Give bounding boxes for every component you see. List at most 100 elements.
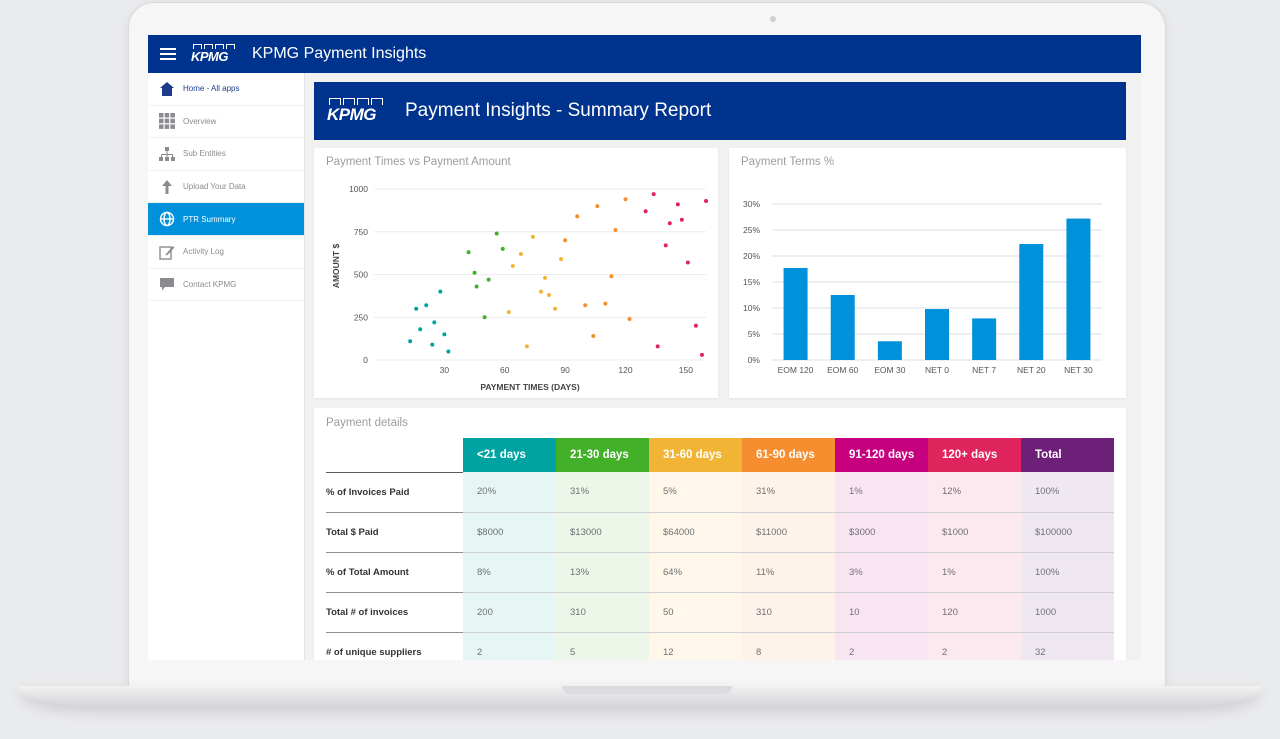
sidebar: Home - All apps Overview Sub Entities Up… [148, 73, 305, 660]
table-cell: 2 [463, 632, 556, 660]
row-label: % of Total Amount [326, 552, 463, 593]
table-cell: $3000 [835, 512, 928, 553]
y-tick-label: 0% [748, 355, 761, 365]
x-tick-label: 30 [440, 365, 450, 375]
table-cell: 8 [742, 632, 835, 660]
scatter-point [424, 303, 429, 308]
scatter-point [609, 274, 614, 279]
scatter-point [506, 310, 511, 315]
sidebar-item-upload[interactable]: Upload Your Data [148, 171, 304, 204]
sidebar-item-label: Sub Entities [183, 149, 226, 159]
scatter-point [679, 217, 684, 222]
globe-icon [158, 211, 175, 228]
bar [783, 267, 808, 360]
table-cell: 2 [928, 632, 1021, 660]
scatter-point [583, 303, 588, 308]
scatter-point [518, 251, 523, 256]
y-tick-label: 5% [748, 329, 761, 339]
scatter-point [524, 344, 529, 349]
table-cell: 31% [742, 472, 835, 513]
sidebar-item-ptr-summary[interactable]: PTR Summary [148, 203, 304, 236]
kpmg-logo: KPMG [191, 44, 237, 64]
scatter-point [543, 275, 547, 280]
scatter-point [693, 323, 698, 328]
scatter-chart-card: Payment Times vs Payment Amount 0 250 500 7… [314, 148, 718, 398]
column-header: 31-60 days [649, 438, 742, 472]
upload-arrow-icon [158, 178, 175, 195]
table-row: # of unique suppliers 2 5 12 8 2 2 32 [326, 632, 1114, 660]
scatter-chart: 0 250 500 750 1000 30 60 90 120 150 PAYMENT TIMES … [331, 184, 708, 392]
top-bar: KPMG KPMG Payment Insights [148, 35, 1141, 73]
scatter-point [623, 197, 628, 202]
table-cell: 1% [835, 472, 928, 513]
table-cell: 5 [556, 632, 649, 660]
table-cell: 12 [649, 632, 742, 660]
x-tick-label: 90 [560, 365, 570, 375]
hamburger-menu-icon[interactable] [160, 48, 176, 60]
table-row: % of Invoices Paid 20% 31% 5% 31% 1% 12% 100% [326, 472, 1114, 513]
y-tick-label: 15% [743, 277, 760, 287]
x-tick-label: EOM 60 [827, 365, 858, 375]
scatter-point [643, 209, 648, 214]
sidebar-item-overview[interactable]: Overview [148, 106, 304, 139]
table-cell: 200 [463, 592, 556, 633]
table-cell: 50 [649, 592, 742, 633]
app-screen: KPMG KPMG Payment Insights Home - All ap… [148, 35, 1141, 660]
sidebar-item-sub-entities[interactable]: Sub Entities [148, 138, 304, 171]
scatter-point [651, 192, 656, 197]
sidebar-item-activity-log[interactable]: Activity Log [148, 236, 304, 269]
scatter-point [482, 315, 487, 320]
column-header: 91-120 days [835, 438, 928, 472]
column-header: 120+ days [928, 438, 1021, 472]
row-label: # of unique suppliers [326, 632, 463, 660]
scatter-point [627, 316, 632, 321]
scatter-point [494, 231, 499, 236]
page-title: Payment Insights - Summary Report [405, 100, 712, 121]
sidebar-item-label: Contact KPMG [183, 279, 237, 289]
table-cell: $1000 [928, 512, 1021, 553]
table-cell: 32 [1021, 632, 1114, 660]
sidebar-item-label: Activity Log [183, 247, 224, 257]
bar-chart-card: Payment Terms % 0% 5% 10% 15% 20% 25% 30% EOM 1… [729, 148, 1126, 398]
section-title: Payment details [326, 417, 408, 429]
x-tick-label: NET 7 [972, 365, 996, 375]
scatter-point [538, 289, 543, 294]
table-cell: $13000 [556, 512, 649, 553]
x-tick-label: 60 [500, 365, 510, 375]
home-icon [158, 80, 175, 97]
scatter-point [438, 289, 443, 294]
y-tick-label: 20% [743, 251, 760, 261]
scatter-point [685, 260, 690, 265]
scatter-point [472, 270, 477, 275]
table-cell: 10 [835, 592, 928, 633]
scatter-point [663, 243, 668, 248]
bar-chart: 0% 5% 10% 15% 20% 25% 30% EOM 120 EOM 60 EOM 30 NE… [743, 199, 1102, 375]
scatter-point [430, 342, 435, 347]
y-tick-label: 250 [354, 312, 368, 322]
sidebar-item-contact[interactable]: Contact KPMG [148, 269, 304, 302]
scatter-point [446, 349, 451, 354]
scatter-point [474, 284, 479, 289]
y-tick-label: 0 [363, 355, 368, 365]
scatter-point [563, 238, 568, 243]
table-cell: 11% [742, 552, 835, 593]
y-tick-label: 500 [354, 270, 368, 280]
edit-icon [158, 243, 175, 260]
sidebar-item-label: Upload Your Data [183, 182, 246, 192]
scatter-point [559, 257, 564, 262]
scatter-point [553, 306, 558, 311]
table-cell: 310 [742, 592, 835, 633]
row-label: Total $ Paid [326, 512, 463, 553]
chat-icon [158, 276, 175, 293]
bar [925, 309, 949, 360]
scatter-point [699, 352, 704, 357]
sidebar-item-label: PTR Summary [183, 214, 236, 224]
scatter-point [408, 339, 413, 344]
sidebar-item-home[interactable]: Home - All apps [148, 73, 304, 106]
table-cell: $64000 [649, 512, 742, 553]
table-row: % of Total Amount 8% 13% 64% 11% 3% 1% 100% [326, 552, 1114, 593]
x-tick-label: NET 0 [925, 365, 949, 375]
table-corner [326, 438, 463, 473]
y-tick-label: 25% [743, 225, 760, 235]
kpmg-logo: KPMG [327, 98, 389, 124]
